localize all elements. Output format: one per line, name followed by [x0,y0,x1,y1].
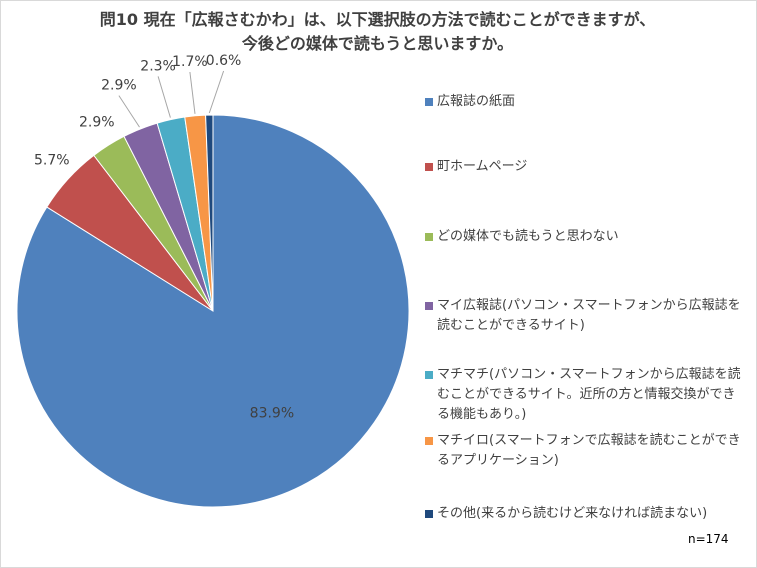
legend-label: マイ広報誌(パソコン・スマートフォンから広報誌を読むことができるサイト) [437,298,741,333]
legend-swatch [425,437,433,445]
legend-item: 町ホームページ [425,157,747,177]
leader-line [189,71,196,114]
legend-item: その他(来るから読むけど来なければ読まない) [425,504,747,524]
legend-label: マチイロ(スマートフォンで広報誌を読むことができるアプリケーション) [437,433,741,468]
legend-label: 広報誌の紙面 [437,94,516,109]
data-label: 2.9% [79,115,115,131]
legend-swatch [425,163,433,171]
legend-swatch [425,510,433,518]
leader-line [118,95,140,128]
leader-line [208,70,225,114]
chart-title: 問10 現在「広報さむかわ」は、以下選択肢の方法で読むことができますが、 今後ど… [20,8,735,56]
legend-item: どの媒体でも読もうと思わない [425,227,747,247]
legend-item: マチイロ(スマートフォンで広報誌を読むことができるアプリケーション) [425,431,747,471]
legend-label: その他(来るから読むけど来なければ読まない) [437,506,708,521]
legend-swatch [425,302,433,310]
legend-label: 町ホームページ [437,159,528,174]
legend-swatch [425,233,433,241]
legend-label: どの媒体でも読もうと思わない [437,229,619,244]
sample-size-label: n=174 [688,532,729,546]
legend-label: マチマチ(パソコン・スマートフォンから広報誌を読むことができるサイト。近所の方と… [437,367,741,422]
data-label: 2.3% [140,58,176,74]
chart-title-line-1: 問10 現在「広報さむかわ」は、以下選択肢の方法で読むことができますが、 [99,10,656,29]
legend-swatch [425,98,433,106]
legend-item: マイ広報誌(パソコン・スマートフォンから広報誌を読むことができるサイト) [425,296,747,336]
legend-item: 広報誌の紙面 [425,92,747,112]
data-label: 5.7% [34,152,70,168]
data-label: 2.9% [101,78,137,94]
data-label: 1.7% [172,54,208,70]
data-label: 0.6% [206,53,242,69]
pie-slice [205,114,214,312]
legend-swatch [425,371,433,379]
data-label: 83.9% [250,405,294,421]
leader-line [157,76,171,118]
chart-title-line-2: 今後どの媒体で読もうと思いますか。 [241,34,514,53]
legend-item: マチマチ(パソコン・スマートフォンから広報誌を読むことができるサイト。近所の方と… [425,365,747,425]
